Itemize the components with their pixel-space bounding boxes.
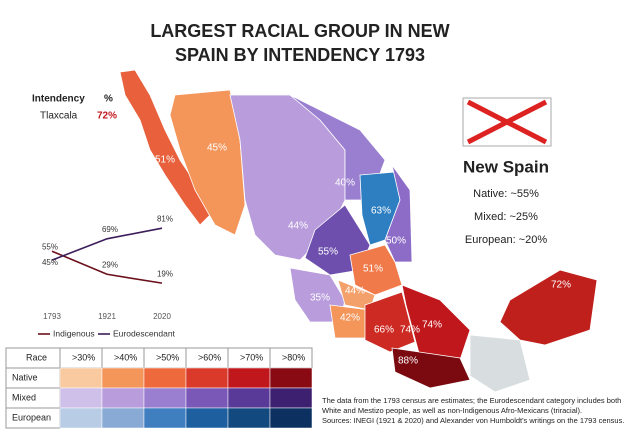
info-box: Intendency % Tlaxcala 72% <box>32 94 117 122</box>
color-swatch <box>143 367 187 389</box>
header-label: Race <box>26 352 47 362</box>
note: The data from the 1793 census are estima… <box>322 396 624 425</box>
row-label: Native <box>12 372 38 382</box>
color-swatch <box>101 387 145 409</box>
info-cell: 72% <box>97 111 117 122</box>
map-label: 45% <box>207 143 227 154</box>
value-label: 55% <box>42 242 58 251</box>
color-swatch <box>269 407 313 429</box>
header-label: >50% <box>156 352 179 362</box>
map-label: 44% <box>288 221 308 232</box>
header-label: >60% <box>198 352 221 362</box>
color-swatch <box>101 407 145 429</box>
color-swatch <box>143 407 187 429</box>
color-swatch <box>185 387 229 409</box>
legend-label: Indigenous <box>53 328 95 338</box>
map-label: 40% <box>335 178 355 189</box>
map-label: 44% <box>345 286 365 297</box>
map-label: 72% <box>551 280 571 291</box>
summary-title: New Spain <box>463 157 549 176</box>
trend-line <box>51 227 163 261</box>
value-label: 45% <box>42 258 58 267</box>
summary-line: Native: ~55% <box>473 188 539 200</box>
header-label: >30% <box>72 352 95 362</box>
title-line: LARGEST RACIAL GROUP IN NEW <box>150 21 449 41</box>
region <box>469 334 531 393</box>
map-label: 74% <box>422 320 442 331</box>
header-label: >40% <box>114 352 137 362</box>
color-swatch <box>143 387 187 409</box>
summary-line: Mixed: ~25% <box>474 211 538 223</box>
info-header: % <box>104 94 113 105</box>
info-cell: Tlaxcala <box>40 111 78 122</box>
info-header: Intendency <box>32 94 85 105</box>
value-label: 29% <box>102 260 118 269</box>
value-label: 81% <box>157 214 173 223</box>
header-label: >80% <box>282 352 305 362</box>
x-tick-label: 2020 <box>153 312 171 321</box>
note-line: The data from the 1793 census are estima… <box>322 396 621 405</box>
race-table: Race >30% >40% >50% >60% >70% >80% Native Mixed E… <box>5 347 313 429</box>
region <box>119 69 211 226</box>
map-label: 35% <box>310 293 330 304</box>
trend-line <box>51 250 163 284</box>
color-swatch <box>59 407 103 429</box>
title-line: SPAIN BY INTENDENCY 1793 <box>175 45 425 65</box>
color-swatch <box>59 367 103 389</box>
color-swatch <box>227 387 271 409</box>
region <box>391 347 471 389</box>
color-swatch <box>227 367 271 389</box>
color-swatch <box>269 367 313 389</box>
trend-chart: 1793 1921 2020 55% 29% 19% Indigenous 45% 69% 81%… <box>38 214 176 338</box>
color-swatch <box>227 407 271 429</box>
row-label: European <box>12 412 51 422</box>
flag-cross <box>466 99 548 145</box>
map-label: 51% <box>363 264 383 275</box>
row-label: Mixed <box>12 392 36 402</box>
map-label: 74% <box>400 325 420 336</box>
color-swatch <box>101 367 145 389</box>
color-swatch <box>59 387 103 409</box>
color-swatch <box>185 407 229 429</box>
legend-label: Eurodescendant <box>113 328 176 338</box>
x-tick-label: 1793 <box>43 312 61 321</box>
color-swatch <box>185 367 229 389</box>
map-label: 42% <box>340 313 360 324</box>
map-labels: 51%45%40%63%44%50%55%51%35%44%42%66% 74% 7… <box>155 143 571 367</box>
color-swatch <box>269 387 313 409</box>
header-label: >70% <box>240 352 263 362</box>
value-label: 19% <box>157 269 173 278</box>
flag <box>462 97 552 147</box>
note-line: White and Mestizo people, as well as non… <box>322 406 582 415</box>
map-label: 51% <box>155 155 175 166</box>
map <box>119 69 598 393</box>
x-tick-label: 1921 <box>98 312 116 321</box>
region <box>364 291 416 353</box>
map-label: 88% <box>398 356 418 367</box>
note-line: Sources: INEGI (1921 & 2020) and Alexand… <box>322 416 624 425</box>
map-label: 50% <box>386 236 406 247</box>
value-label: 69% <box>102 225 118 234</box>
map-label: 63% <box>371 206 391 217</box>
summary-line: European: ~20% <box>465 234 547 246</box>
region <box>499 269 598 346</box>
map-label: 66% <box>374 325 394 336</box>
map-label: 55% <box>318 247 338 258</box>
